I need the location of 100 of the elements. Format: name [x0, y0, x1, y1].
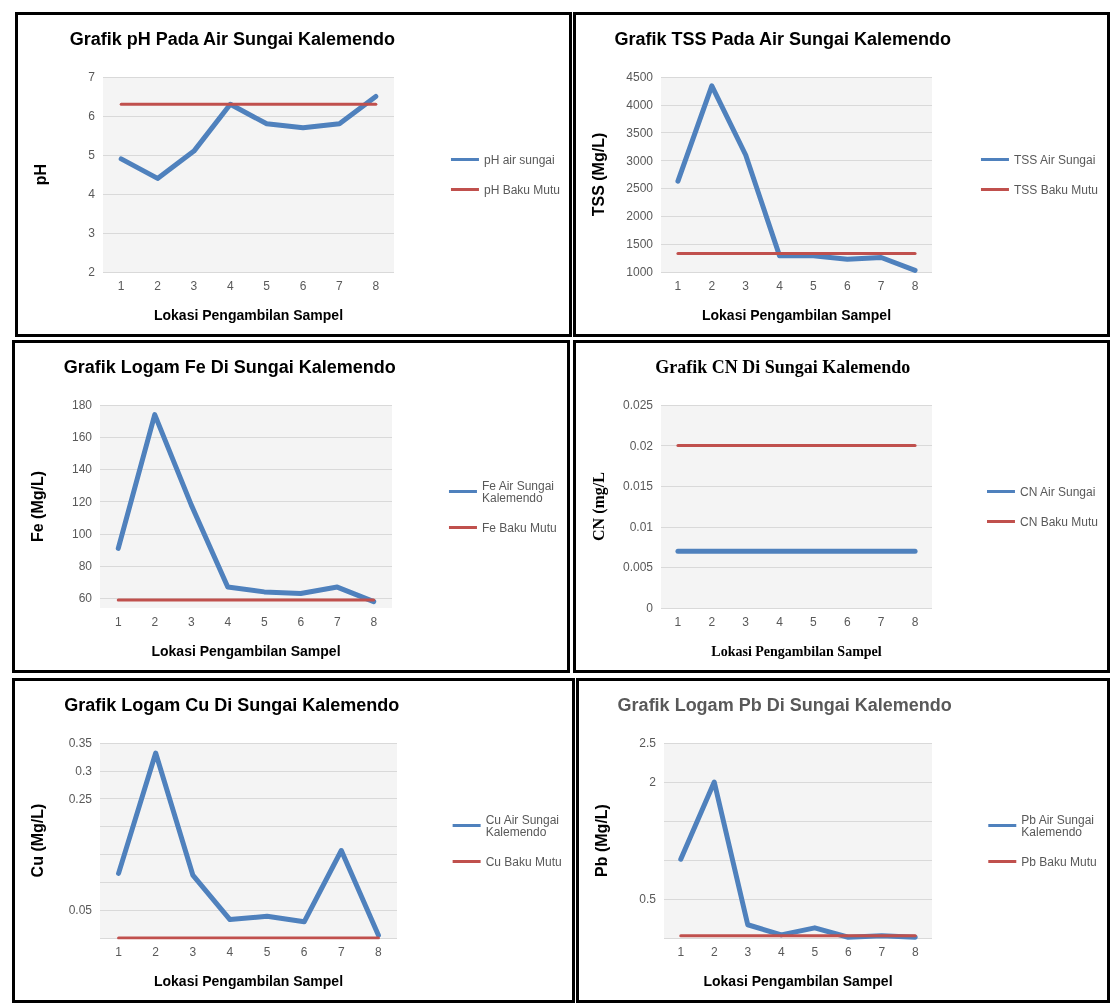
y-tick-label: 4	[88, 187, 96, 201]
x-tick-label: 1	[677, 945, 685, 959]
x-axis-title: Lokasi Pengambilan Sampel	[151, 643, 341, 659]
y-tick-label: 180	[71, 398, 93, 412]
y-tick-label: 80	[78, 559, 93, 574]
legend-label: pH Baku Mutu	[483, 182, 561, 197]
y-tick-label: 160	[71, 430, 93, 445]
y-axis-title: pH	[31, 163, 49, 186]
x-tick-label: 7	[877, 279, 885, 293]
x-tick-label: 1	[114, 615, 122, 629]
x-tick-label: 7	[336, 279, 344, 293]
x-tick-label: 4	[224, 615, 232, 629]
y-tick-label: 0.01	[629, 519, 654, 534]
x-tick-label: 4	[226, 945, 234, 959]
x-axis-title: Lokasi Pengambilan Sampel	[711, 643, 882, 659]
x-axis-title: Lokasi Pengambilan Sampel	[703, 973, 893, 989]
legend-label: TSS Baku Mutu	[1013, 182, 1099, 197]
y-tick-label: 0.015	[622, 479, 654, 494]
chart-title: Grafik CN Di Sungai Kalemendo	[655, 357, 911, 377]
x-axis-title: Lokasi Pengambilan Sampel	[153, 307, 344, 323]
legend-label: Fe Baku Mutu	[481, 520, 557, 535]
y-tick-label: 0.05	[68, 903, 93, 918]
legend-label: Pb Air Sungai Kalemendo	[1021, 812, 1098, 839]
y-tick-label: 2500	[626, 181, 654, 196]
y-tick-label: 60	[78, 591, 93, 606]
x-tick-label: 3	[742, 279, 750, 293]
y-axis-title: Pb (Mg/L)	[592, 804, 610, 877]
x-tick-label: 3	[742, 615, 750, 629]
x-tick-label: 4	[776, 279, 784, 293]
x-axis-title: Lokasi Pengambilan Sampel	[153, 973, 344, 989]
chart-title: Grafik TSS Pada Air Sungai Kalemendo	[614, 29, 951, 49]
legend-label: Cu Baku Mutu	[485, 854, 562, 869]
x-tick-label: 8	[370, 615, 378, 629]
x-tick-label: 1	[117, 279, 125, 293]
x-tick-label: 2	[708, 279, 716, 293]
y-tick-label: 0.35	[68, 736, 93, 750]
y-tick-label: 2000	[626, 209, 654, 224]
legend-label: CN Baku Mutu	[1019, 514, 1098, 529]
x-tick-label: 8	[372, 279, 380, 293]
y-tick-label: 0.005	[622, 560, 654, 575]
legend-label: CN Air Sungai	[1019, 484, 1096, 499]
legend-label: Pb Baku Mutu	[1021, 854, 1097, 869]
legend-label: pH air sungai	[483, 152, 555, 167]
chart-title: Grafik pH Pada Air Sungai Kalemendo	[69, 29, 396, 49]
legend-label: TSS Air Sungai	[1013, 152, 1096, 167]
y-tick-label: 0.02	[629, 438, 654, 453]
y-tick-label: 6	[88, 109, 96, 123]
y-tick-label: 0	[646, 601, 654, 615]
x-tick-label: 6	[844, 945, 852, 959]
legend-label: Fe Air Sungai Kalemendo	[481, 478, 558, 505]
x-tick-label: 7	[337, 945, 345, 959]
y-tick-label: 100	[71, 526, 93, 541]
y-tick-label: 2.5	[639, 736, 657, 750]
x-tick-label: 5	[810, 279, 818, 293]
x-tick-label: 3	[744, 945, 752, 959]
y-tick-label: 2	[649, 775, 657, 789]
y-tick-label: 1500	[626, 237, 654, 252]
x-tick-label: 3	[189, 945, 197, 959]
x-tick-label: 6	[299, 279, 307, 293]
y-tick-label: 0.3	[75, 763, 93, 778]
x-tick-label: 5	[263, 279, 271, 293]
x-tick-label: 6	[297, 615, 305, 629]
x-tick-label: 8	[911, 279, 919, 293]
y-tick-label: 5	[88, 148, 96, 162]
x-tick-label: 1	[115, 945, 123, 959]
x-tick-label: 2	[154, 279, 162, 293]
x-tick-label: 7	[333, 615, 341, 629]
y-tick-label: 1000	[626, 265, 654, 279]
x-tick-label: 8	[911, 615, 919, 629]
y-axis-title: TSS (Mg/L)	[589, 132, 607, 217]
x-tick-label: 3	[190, 279, 198, 293]
chart-title: Grafik Logam Fe Di Sungai Kalemendo	[63, 357, 396, 377]
x-tick-label: 5	[263, 945, 271, 959]
y-axis-title: CN (mg/L	[589, 472, 608, 541]
x-tick-label: 1	[674, 615, 682, 629]
y-tick-label: 4500	[626, 70, 654, 84]
y-tick-label: 0.25	[68, 791, 93, 806]
x-tick-label: 2	[710, 945, 718, 959]
x-tick-label: 5	[810, 615, 818, 629]
x-axis-title: Lokasi Pengambilan Sampel	[701, 307, 892, 323]
legend-label: Cu Air Sungai Kalemendo	[485, 812, 563, 839]
x-tick-label: 5	[260, 615, 268, 629]
x-tick-label: 7	[877, 615, 885, 629]
x-tick-label: 4	[777, 945, 785, 959]
y-tick-label: 4000	[626, 97, 654, 112]
y-tick-label: 7	[88, 70, 96, 84]
x-tick-label: 4	[776, 615, 784, 629]
y-axis-title: Cu (Mg/L)	[28, 803, 46, 878]
x-tick-label: 6	[843, 279, 851, 293]
x-tick-label: 4	[226, 279, 234, 293]
y-tick-label: 2	[88, 265, 96, 279]
y-tick-label: 3500	[626, 125, 654, 140]
y-axis-title: Fe (Mg/L)	[28, 470, 46, 543]
y-tick-label: 140	[71, 462, 93, 477]
x-tick-label: 2	[152, 945, 160, 959]
chart-title: Grafik Logam Pb Di Sungai Kalemendo	[617, 695, 952, 715]
x-tick-label: 6	[300, 945, 308, 959]
x-tick-label: 2	[708, 615, 716, 629]
y-tick-label: 0.5	[639, 892, 657, 906]
x-tick-label: 8	[911, 945, 919, 959]
